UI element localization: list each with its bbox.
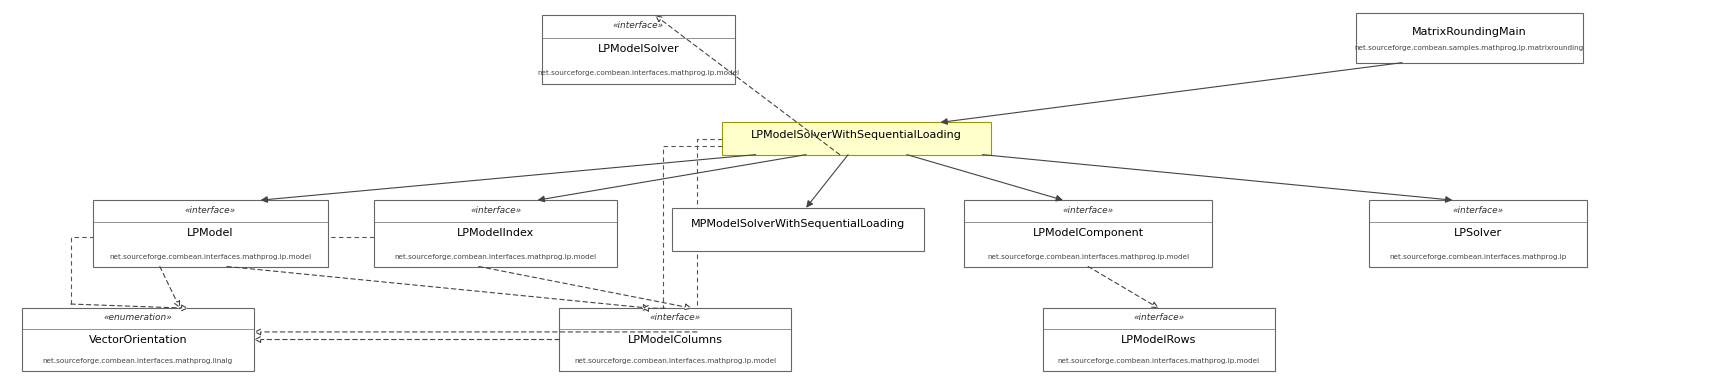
Bar	[22, 308, 254, 371]
Text: net.sourceforge.combean.interfaces.mathprog.lp.model: net.sourceforge.combean.interfaces.mathp…	[987, 253, 1189, 260]
Text: LPModelColumns: LPModelColumns	[627, 334, 723, 344]
Text: «interface»: «interface»	[649, 313, 701, 322]
Bar	[723, 122, 990, 155]
Text: LPModel: LPModel	[187, 228, 233, 238]
Text: net.sourceforge.combean.interfaces.mathprog.lp.model: net.sourceforge.combean.interfaces.mathp…	[394, 253, 596, 260]
Text: LPModelComponent: LPModelComponent	[1033, 228, 1144, 238]
Bar	[93, 200, 327, 267]
Text: MPModelSolverWithSequentialLoading: MPModelSolverWithSequentialLoading	[690, 219, 904, 229]
Text: «enumeration»: «enumeration»	[103, 313, 173, 322]
Text: «interface»: «interface»	[613, 21, 665, 30]
Bar	[1043, 308, 1274, 371]
Text: «interface»: «interface»	[1132, 313, 1184, 322]
Text: LPModelSolver: LPModelSolver	[598, 45, 678, 55]
Text: «interface»: «interface»	[1062, 205, 1113, 215]
Text: «interface»: «interface»	[1453, 205, 1504, 215]
Bar	[373, 200, 617, 267]
Text: MatrixRoundingMain: MatrixRoundingMain	[1412, 27, 1526, 37]
Text: net.sourceforge.combean.interfaces.mathprog.lp.model: net.sourceforge.combean.interfaces.mathp…	[538, 70, 740, 76]
Text: LPModelIndex: LPModelIndex	[457, 228, 534, 238]
Text: net.sourceforge.combean.interfaces.mathprog.linalg: net.sourceforge.combean.interfaces.mathp…	[43, 358, 233, 365]
Text: net.sourceforge.combean.interfaces.mathprog.lp.model: net.sourceforge.combean.interfaces.mathp…	[110, 253, 312, 260]
Bar	[964, 200, 1213, 267]
Text: LPModelRows: LPModelRows	[1120, 334, 1196, 344]
Bar	[1369, 200, 1586, 267]
Text: LPSolver: LPSolver	[1454, 228, 1502, 238]
Text: net.sourceforge.combean.interfaces.mathprog.lp: net.sourceforge.combean.interfaces.mathp…	[1389, 253, 1566, 260]
Text: net.sourceforge.combean.interfaces.mathprog.lp.model: net.sourceforge.combean.interfaces.mathp…	[1057, 358, 1259, 365]
Bar	[1357, 13, 1583, 63]
Bar	[560, 308, 791, 371]
Text: net.sourceforge.combean.samples.mathprog.lp.matrixrounding: net.sourceforge.combean.samples.mathprog…	[1355, 45, 1585, 51]
Bar	[671, 208, 923, 251]
Text: «interface»: «interface»	[185, 205, 236, 215]
Bar	[541, 15, 735, 84]
Text: LPModelSolverWithSequentialLoading: LPModelSolverWithSequentialLoading	[750, 130, 963, 140]
Text: «interface»: «interface»	[469, 205, 521, 215]
Text: VectorOrientation: VectorOrientation	[89, 334, 187, 344]
Text: net.sourceforge.combean.interfaces.mathprog.lp.model: net.sourceforge.combean.interfaces.mathp…	[574, 358, 776, 365]
